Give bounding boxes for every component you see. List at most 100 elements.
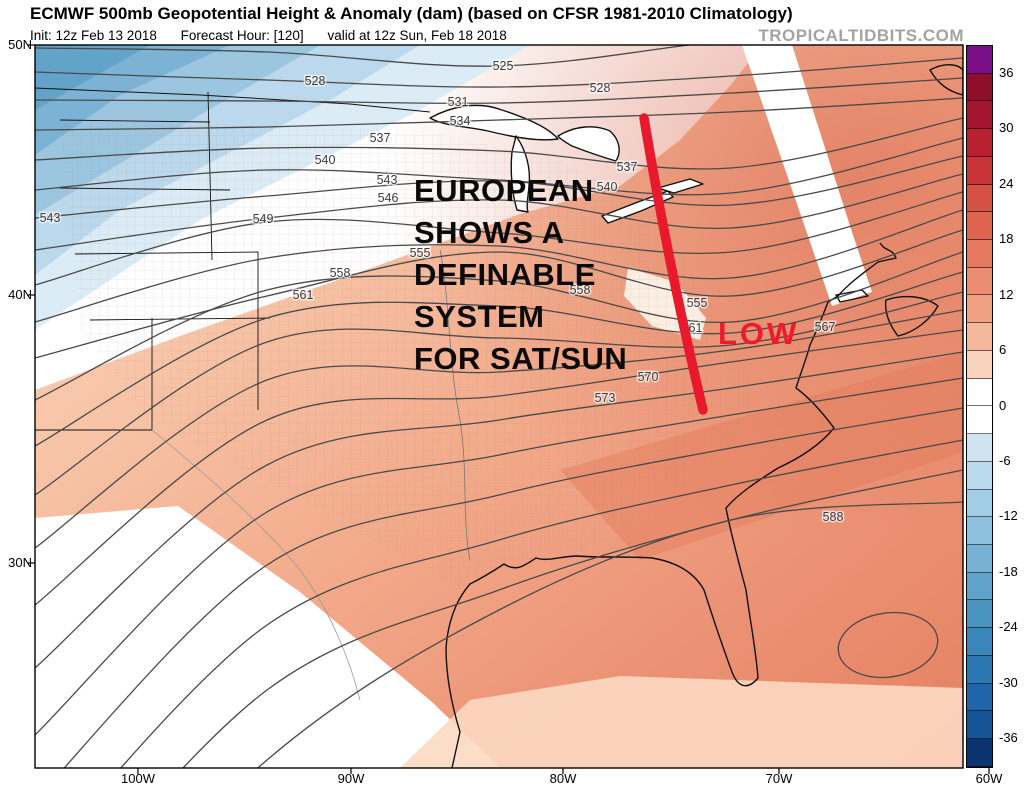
height-contour-564 bbox=[35, 291, 963, 496]
contour-label-570: 570 bbox=[638, 370, 659, 384]
annotation-line: FOR SAT/SUN bbox=[414, 341, 628, 376]
atlantic-gulf-coastline bbox=[445, 242, 897, 768]
watermark: TROPICALTIDBITS.COM bbox=[758, 26, 964, 45]
lon-label-70W: 70W bbox=[765, 771, 793, 786]
colorbar-cell bbox=[967, 683, 992, 712]
height-contour-588 bbox=[256, 501, 963, 768]
colorbar-cell bbox=[967, 572, 992, 601]
colorbar-label--6: -6 bbox=[999, 452, 1011, 468]
colorbar-cell bbox=[967, 628, 992, 656]
trough-line-layer bbox=[639, 113, 708, 415]
lake-michigan bbox=[510, 135, 531, 213]
chart-title: ECMWF 500mb Geopotential Height & Anomal… bbox=[30, 4, 793, 23]
contour-label-567: 567 bbox=[815, 320, 836, 334]
contour-label-537: 537 bbox=[617, 160, 638, 174]
negative-anomaly-band bbox=[35, 45, 150, 110]
height-contour-552 bbox=[35, 209, 963, 323]
lon-label-100W: 100W bbox=[121, 771, 155, 786]
colorbar-label-24: 24 bbox=[999, 175, 1014, 191]
lon-label-60W: 60W bbox=[975, 771, 1003, 786]
annotation-line: SYSTEM bbox=[414, 299, 545, 334]
low-label: LOW bbox=[718, 316, 800, 351]
colorbar-cell bbox=[967, 73, 992, 102]
us-canada-border bbox=[35, 87, 431, 113]
county-texture-layer bbox=[60, 120, 760, 590]
contour-label-layer: 525 528 528 531 534 537 537 540 540 543 543 546 549 5… bbox=[38, 58, 845, 526]
lon-label-80W: 80W bbox=[549, 771, 577, 786]
geography-layer bbox=[35, 64, 963, 768]
trough-red-line bbox=[639, 113, 708, 415]
height-contour-531 bbox=[35, 77, 963, 105]
contour-label-546: 546 bbox=[378, 191, 399, 205]
height-contour-543 bbox=[35, 155, 963, 219]
contour-label-555: 555 bbox=[687, 296, 708, 310]
lake-ontario bbox=[657, 178, 704, 194]
contour-label-537: 537 bbox=[370, 131, 391, 145]
colorbar-label--18: -18 bbox=[999, 563, 1018, 579]
nova-scotia bbox=[884, 295, 939, 337]
annotation-line: DEFINABLE bbox=[414, 257, 596, 292]
valid-time: valid at 12z Sun, Feb 18 2018 bbox=[327, 28, 507, 43]
height-contour-534 bbox=[35, 97, 963, 131]
height-contour-561 bbox=[35, 271, 963, 447]
contour-label-528: 528 bbox=[590, 81, 611, 95]
height-contour-528 bbox=[35, 57, 963, 88]
colorbar-cell bbox=[967, 434, 992, 462]
contour-label-543: 543 bbox=[377, 173, 398, 187]
state-borders bbox=[35, 91, 271, 431]
colorbar-cell bbox=[967, 267, 992, 296]
colorbar-cell bbox=[967, 46, 992, 74]
colorbar-cell bbox=[967, 655, 992, 684]
height-contour-537 bbox=[35, 117, 963, 170]
map-frame bbox=[34, 44, 964, 769]
colorbar-label-30: 30 bbox=[999, 120, 1014, 136]
contour-label-558: 558 bbox=[330, 266, 351, 280]
annotation-text: EUROPEAN SHOWS A DEFINABLE SYSTEM FOR SAT/SU… bbox=[414, 170, 627, 380]
long-island bbox=[835, 289, 869, 303]
height-contour-525 bbox=[35, 45, 694, 67]
contour-label-573: 573 bbox=[595, 391, 616, 405]
contour-label-588: 588 bbox=[823, 510, 844, 524]
contour-label-561: 561 bbox=[293, 288, 314, 302]
contour-label-525: 525 bbox=[493, 59, 514, 73]
colorbar-label--36: -36 bbox=[999, 730, 1018, 746]
colorbar-label-6: 6 bbox=[999, 342, 1007, 358]
newfoundland-corner bbox=[929, 64, 963, 96]
contour-label-540: 540 bbox=[597, 180, 618, 194]
height-contour-546 bbox=[35, 173, 963, 251]
height-contour-579 bbox=[63, 407, 963, 768]
lake-huron bbox=[557, 126, 620, 162]
contour-label-528: 528 bbox=[305, 74, 326, 88]
height-contour-585 bbox=[182, 469, 963, 768]
height-contour-558 bbox=[35, 251, 963, 401]
colorbar-cell bbox=[967, 129, 992, 157]
colorbar-cell bbox=[967, 600, 992, 629]
colorbar-cell bbox=[967, 461, 992, 490]
axis-ticks bbox=[28, 44, 990, 774]
contour-label-531: 531 bbox=[448, 95, 469, 109]
mississippi-river bbox=[439, 249, 471, 561]
forecast-hour: Forecast Hour: [120] bbox=[180, 28, 304, 43]
colorbar-cell bbox=[967, 378, 992, 407]
lat-label-30N: 30N bbox=[8, 555, 32, 570]
annotation-line: EUROPEAN bbox=[414, 173, 594, 208]
height-contour-576 bbox=[35, 377, 963, 736]
lake-superior bbox=[429, 104, 559, 141]
closed-height-contour bbox=[837, 611, 939, 679]
colorbar-label-36: 36 bbox=[999, 64, 1014, 80]
colorbar-cell bbox=[967, 738, 992, 767]
colorbar-label-0: 0 bbox=[999, 397, 1007, 413]
colorbar-label--24: -24 bbox=[999, 619, 1018, 635]
contour-label-558: 558 bbox=[570, 283, 591, 297]
height-contour-582 bbox=[119, 439, 963, 768]
height-contour-555 bbox=[35, 229, 963, 359]
lat-label-50N: 50N bbox=[8, 37, 32, 52]
rio-grande-border bbox=[151, 429, 361, 701]
height-contour-570 bbox=[35, 329, 963, 606]
colorbar-cell bbox=[967, 184, 992, 213]
colorbar-label-18: 18 bbox=[999, 231, 1014, 247]
colorbar-cell bbox=[967, 544, 992, 573]
colorbar-cell bbox=[967, 212, 992, 241]
colorbar-cell bbox=[967, 489, 992, 518]
